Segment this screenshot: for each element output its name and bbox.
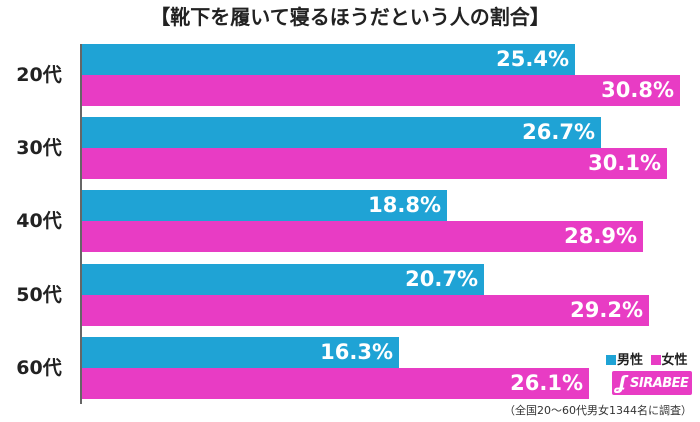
category-label: 50代 — [16, 283, 62, 306]
bar-female-30s — [82, 148, 667, 180]
data-label: 28.9% — [564, 224, 637, 249]
bar-female-40s — [82, 221, 643, 253]
data-label: 26.7% — [522, 120, 595, 145]
category-label: 60代 — [16, 356, 62, 379]
data-label: 18.8% — [368, 193, 441, 218]
data-label: 29.2% — [570, 297, 643, 322]
data-label: 30.1% — [588, 151, 661, 176]
data-label: 26.1% — [510, 370, 583, 395]
category-label: 40代 — [16, 210, 62, 233]
legend: 男性 女性 — [606, 349, 688, 368]
logo-mark-icon: ʆ — [616, 372, 627, 394]
bar-male-20s — [82, 44, 575, 75]
bar-male-50s — [82, 263, 484, 295]
data-label: 25.4% — [496, 47, 569, 71]
legend-label-male: 男性 — [617, 353, 644, 368]
bar-male-30s — [82, 117, 601, 149]
data-label: 20.7% — [405, 266, 478, 291]
data-label: 30.8% — [601, 78, 674, 102]
bar-female-60s — [82, 367, 589, 399]
axis-line — [80, 44, 82, 404]
category-label: 20代 — [16, 64, 62, 86]
data-label: 16.3% — [320, 339, 393, 364]
legend-label-female: 女性 — [661, 353, 688, 368]
legend-swatch-female — [650, 355, 661, 365]
category-label: 30代 — [16, 137, 62, 160]
logo-text: SIRABEE — [630, 376, 689, 391]
bar-male-60s — [82, 336, 399, 368]
bar-female-50s — [82, 294, 649, 326]
sirabee-logo: ʆ SIRABEE — [612, 371, 692, 395]
legend-swatch-male — [606, 355, 616, 365]
chart-title: 【靴下を履いて寝るほうだという人の割合】 — [150, 5, 550, 29]
bar-male-40s — [82, 190, 447, 222]
bar-female-20s — [82, 75, 680, 106]
footnote: （全国20～60代男女1344名に調査） — [504, 404, 692, 417]
